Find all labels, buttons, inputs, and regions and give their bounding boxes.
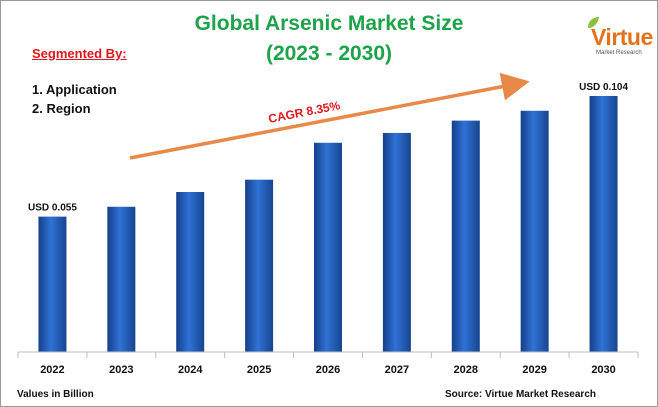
segment-item-application: 1. Application xyxy=(32,82,117,97)
x-tick-labels: 2022 2023 2024 2025 2026 2027 2028 2029 2030 xyxy=(40,364,616,376)
chart-title-line2: (2023 - 2030) xyxy=(265,42,393,65)
x-tick-label-2026: 2026 xyxy=(316,364,340,376)
data-labels: USD 0.055 USD 0.104 xyxy=(28,82,628,214)
x-tick-label-2023: 2023 xyxy=(109,364,133,376)
x-tick-label-2030: 2030 xyxy=(591,364,615,376)
bar-2028 xyxy=(451,120,480,352)
bar-2029 xyxy=(520,110,549,353)
data-label-2030: USD 0.104 xyxy=(579,82,628,93)
chart-title-line1: Global Arsenic Market Size xyxy=(194,12,464,35)
logo-word: Virtue xyxy=(591,24,653,50)
source-note: Source: Virtue Market Research xyxy=(445,389,596,400)
leaf-icon xyxy=(588,17,599,28)
data-label-2022: USD 0.055 xyxy=(28,203,77,214)
cagr-arrow xyxy=(129,72,530,160)
bar-2025 xyxy=(245,179,274,352)
bar-2022 xyxy=(38,216,67,352)
segmented-by-label: Segmented By: xyxy=(32,46,127,61)
bar-2030 xyxy=(589,96,618,352)
x-tick-label-2027: 2027 xyxy=(385,364,409,376)
x-tick-label-2022: 2022 xyxy=(40,364,64,376)
x-tick-label-2028: 2028 xyxy=(454,364,478,376)
virtue-logo: Virtue Market Research xyxy=(584,10,656,58)
logo-subtitle: Market Research xyxy=(596,50,642,56)
x-tick-label-2024: 2024 xyxy=(178,364,203,376)
x-tick-group xyxy=(17,352,639,358)
bar-2023 xyxy=(107,206,136,352)
x-tick-label-2029: 2029 xyxy=(522,364,546,376)
cagr-label: CAGR 8.35% xyxy=(267,98,341,126)
bars-group xyxy=(38,96,618,353)
values-unit-note: Values in Billion xyxy=(17,389,94,400)
bar-2024 xyxy=(176,192,205,352)
x-tick-label-2025: 2025 xyxy=(247,364,271,376)
bar-2026 xyxy=(314,142,342,352)
segment-item-region: 2. Region xyxy=(32,101,91,116)
bar-2027 xyxy=(382,132,411,352)
